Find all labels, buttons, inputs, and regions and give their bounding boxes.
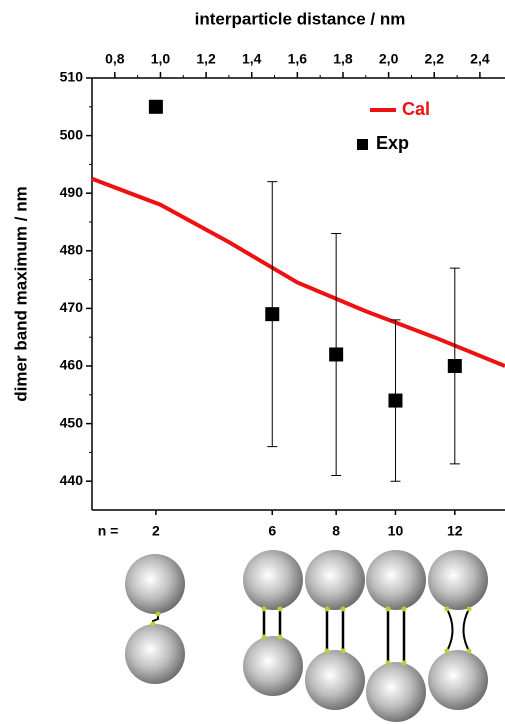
y-tick-label: 460 (60, 357, 84, 373)
x-tick-label: 2,0 (379, 51, 399, 67)
particle-sketches (125, 550, 488, 722)
x2-tick-label: 10 (388, 523, 404, 539)
y-tick-label: 490 (60, 184, 84, 200)
y-tick-label: 500 (60, 126, 84, 142)
x-tick-label: 2,4 (470, 51, 490, 67)
legend-swatch (357, 139, 368, 150)
y-tick-label: 470 (60, 299, 84, 315)
x2-tick-label: 6 (268, 523, 276, 539)
x-tick-label: 1,8 (333, 51, 353, 67)
exp-point (388, 393, 403, 408)
x2-tick-label: 8 (332, 523, 340, 539)
x-axis-title: interparticle distance / nm (195, 9, 406, 28)
y-tick-label: 450 (60, 414, 84, 430)
x2-tick-label: 12 (447, 523, 463, 539)
y-tick-label: 510 (60, 69, 84, 85)
y-tick-label: 480 (60, 242, 84, 258)
x2-tick-label: 2 (152, 523, 160, 539)
x-tick-label: 2,2 (425, 51, 445, 67)
x-tick-label: 1,0 (151, 51, 171, 67)
y-tick-label: 440 (60, 472, 84, 488)
x-tick-label: 1,2 (196, 51, 216, 67)
exp-point (148, 99, 163, 114)
x-tick-label: 0,8 (105, 51, 125, 67)
legend-label: Cal (402, 99, 430, 119)
y-axis-title: dimer band maximum / nm (11, 186, 30, 401)
x-tick-label: 1,4 (242, 51, 262, 67)
exp-point (265, 307, 280, 322)
x2-axis-title: n = (98, 523, 119, 539)
cal-line (91, 176, 505, 368)
x-tick-label: 1,6 (288, 51, 308, 67)
exp-point (447, 359, 462, 373)
legend-label: Exp (376, 133, 409, 153)
exp-point (329, 347, 344, 362)
